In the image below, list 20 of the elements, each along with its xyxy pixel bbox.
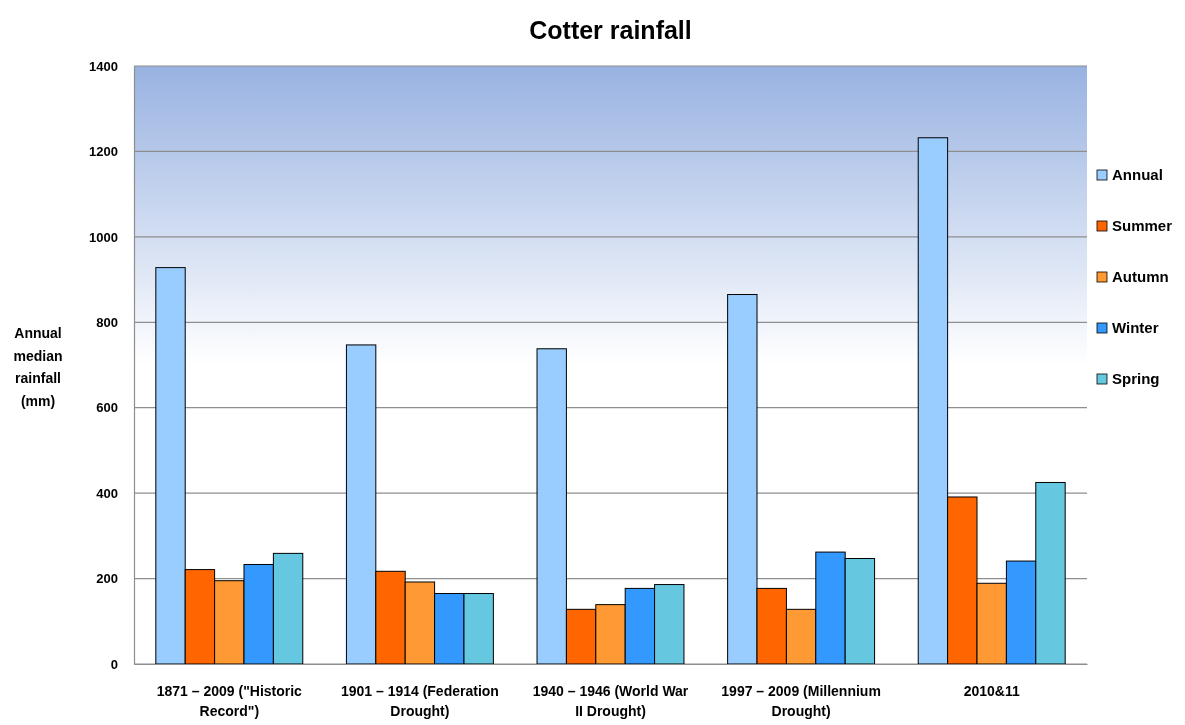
chart-title: Cotter rainfall — [529, 16, 692, 44]
y-tick-label: 800 — [96, 314, 118, 330]
legend-label: Annual — [1112, 166, 1163, 184]
y-tick-label: 1200 — [89, 144, 118, 160]
x-tick-label: 1940 – 1946 (World War II Drought) — [532, 682, 689, 719]
x-tick-label: 1997 – 2009 (Millennium Drought) — [721, 682, 881, 719]
legend-label: Spring — [1112, 370, 1160, 388]
x-tick-label: 2010&11 — [963, 682, 1020, 699]
legend-label: Summer — [1112, 217, 1173, 235]
y-tick-label: 0 — [110, 656, 118, 672]
y-tick-label: 400 — [96, 485, 118, 501]
y-tick-label: 200 — [96, 571, 118, 587]
legend-label: Autumn — [1112, 268, 1169, 286]
y-tick-label: 1000 — [89, 229, 118, 245]
y-tick-label: 1400 — [89, 58, 118, 74]
legend-label: Winter — [1112, 319, 1159, 337]
x-tick-label: 1871 – 2009 ("Historic Record") — [156, 682, 303, 719]
x-tick-label: 1901 – 1914 (Federation Drought) — [340, 682, 499, 719]
y-axis-title: Annual median rainfall (mm) — [13, 324, 63, 409]
y-tick-label: 600 — [96, 400, 118, 416]
